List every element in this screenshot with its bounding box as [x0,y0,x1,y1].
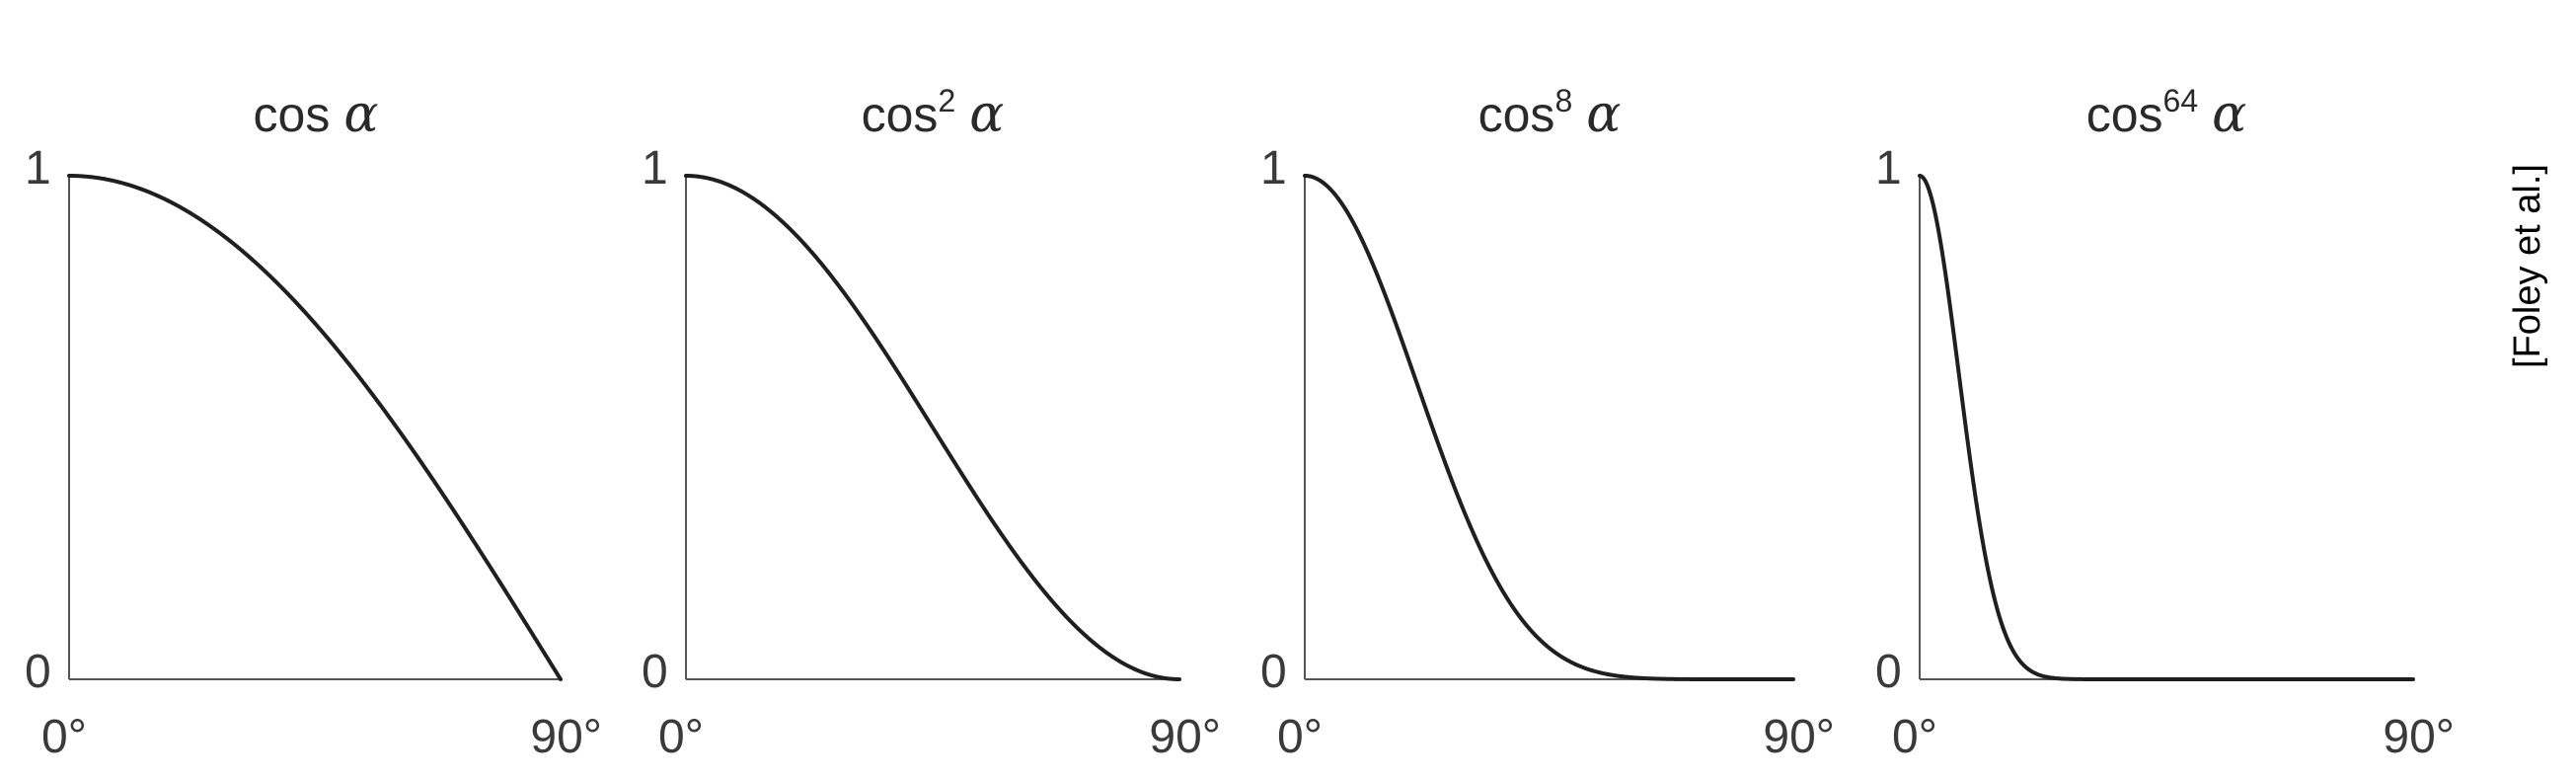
chart-title: cos α [254,85,379,144]
chart-title: cos2 α [862,83,1005,144]
x-tick-label: 90° [2383,711,2455,763]
chart-title: cos64 α [2086,83,2247,144]
chart-panel-1: 1 0 0° 90° cos α [25,85,602,763]
source-label: [Foley et al.] [2507,164,2548,369]
chart-title: cos8 α [1478,83,1622,144]
title-variable: α [969,85,1004,144]
y-tick-label: 0 [1260,646,1287,698]
chart-panel-2: 1 0 0° 90° cos2 α [642,83,1221,763]
y-tick-label: 1 [1260,142,1287,195]
title-base: cos [254,87,331,142]
title-exponent: 8 [1554,83,1572,118]
y-tick-label: 1 [642,142,668,195]
title-variable: α [343,85,378,144]
title-variable: α [1586,85,1621,144]
series-line [1303,174,1795,681]
x-tick-label: 90° [1149,711,1221,763]
y-tick-label: 0 [25,646,51,698]
y-tick-label: 1 [1875,142,1902,195]
x-tick-label: 0° [1892,711,1937,763]
title-exponent: 64 [2163,83,2199,118]
chart-panel-4: 1 0 0° 90° cos64 α [1875,83,2455,763]
title-base: cos [1478,87,1555,142]
series-line [1918,174,2415,681]
x-tick-label: 0° [658,711,704,763]
title-exponent: 2 [938,83,955,118]
series-line [684,174,1181,681]
y-tick-label: 0 [1875,646,1902,698]
y-tick-label: 1 [25,142,51,195]
x-tick-label: 90° [530,711,602,763]
x-tick-label: 0° [1277,711,1323,763]
title-variable: α [2212,85,2246,144]
title-base: cos [862,87,939,142]
title-base: cos [2086,87,2163,142]
x-tick-label: 0° [41,711,87,763]
x-tick-label: 90° [1763,711,1835,763]
series-line [67,174,563,681]
y-tick-label: 0 [642,646,668,698]
chart-panel-3: 1 0 0° 90° cos8 α [1260,83,1835,763]
